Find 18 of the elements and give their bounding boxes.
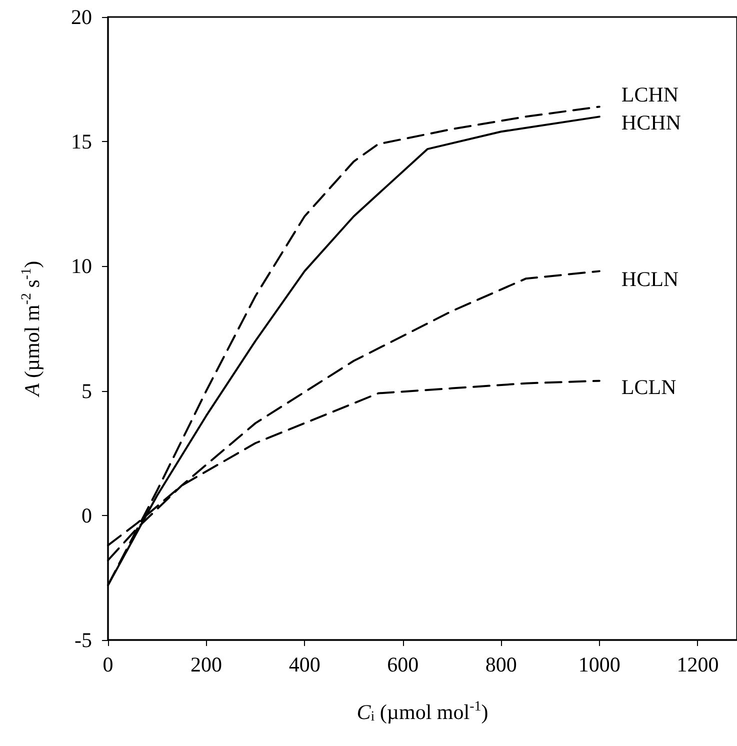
series-label: LCHN [621, 82, 679, 107]
y-tick-label: 10 [71, 254, 92, 278]
series-label: LCLN [621, 374, 676, 399]
x-tick-label: 200 [190, 652, 222, 676]
x-tick-label: 1000 [578, 652, 620, 676]
series-label: HCLN [621, 267, 679, 292]
x-tick-label: 800 [485, 652, 517, 676]
x-tick-label: 600 [387, 652, 419, 676]
y-tick-label: -5 [74, 628, 92, 652]
x-tick-label: 400 [288, 652, 320, 676]
series-label: HCHN [621, 110, 681, 135]
y-tick-label: 5 [82, 378, 92, 403]
x-tick-label: 1200 [676, 652, 719, 676]
x-tick-label: 0 [102, 652, 114, 676]
y-tick-label: 15 [71, 130, 92, 154]
y-tick-label: 0 [82, 503, 92, 528]
y-tick-label: 20 [71, 5, 92, 29]
y-axis-title: A (µmol m-2 s-1) [20, 260, 44, 398]
